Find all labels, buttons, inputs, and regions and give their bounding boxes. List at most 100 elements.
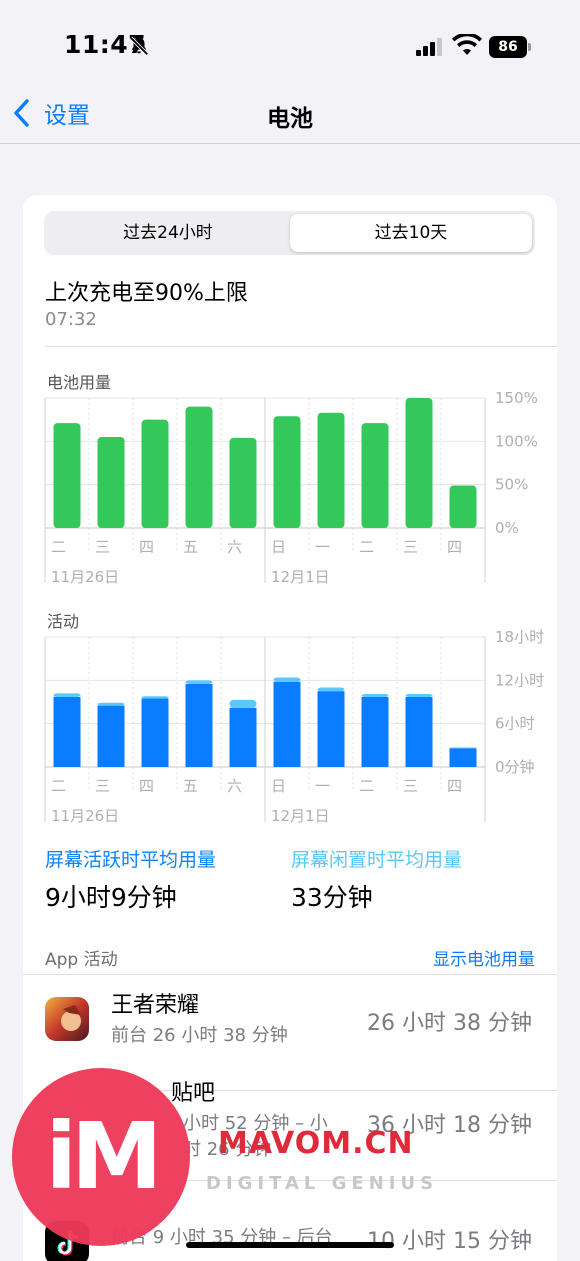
- screen-active-average: 屏幕活跃时平均用量 9小时9分钟: [45, 845, 216, 914]
- app-row[interactable]: 王者荣耀 前台 26 小时 38 分钟 26 小时 38 分钟: [23, 975, 557, 1091]
- x-tick-label: 二: [359, 538, 374, 556]
- x-tick-label: 四: [139, 538, 154, 556]
- bar[interactable]: [185, 683, 213, 767]
- bar[interactable]: [53, 423, 81, 528]
- navigation-bar: 设置 电池: [0, 86, 580, 144]
- app-activity-header: App 活动 显示电池用量: [45, 945, 535, 970]
- app-row[interactable]: 贴吧 小时 52 分钟 – 小时 26 分钟 36 小时 18 分钟: [23, 1063, 557, 1181]
- bar[interactable]: [449, 485, 477, 528]
- period-segmented-control: 过去24小时 过去10天: [44, 211, 535, 255]
- back-button[interactable]: 设置: [12, 96, 90, 130]
- segment-24h[interactable]: 过去24小时: [123, 223, 213, 243]
- bar[interactable]: [405, 694, 433, 697]
- status-bar: 11:47 86: [0, 0, 580, 90]
- bar[interactable]: [405, 398, 433, 528]
- date-label: 12月1日: [271, 568, 330, 586]
- honor-of-kings-app-icon: [45, 997, 89, 1041]
- battery-usage-chart[interactable]: 150% 100% 50% 0% 二 三 四 五 六 日 一 二 三 四 11月26日 12月1日: [23, 389, 557, 590]
- y-tick-label: 0%: [495, 519, 519, 537]
- cellular-signal-icon: [416, 38, 442, 56]
- bar[interactable]: [273, 677, 301, 682]
- y-tick-label: 12小时: [495, 671, 544, 689]
- bar[interactable]: [405, 696, 433, 767]
- bar[interactable]: [185, 406, 213, 528]
- bar[interactable]: [229, 437, 257, 528]
- x-tick-label: 四: [447, 538, 462, 556]
- chevron-left-icon: [14, 99, 29, 127]
- watermark-logo-text: iM: [45, 1103, 162, 1210]
- x-tick-label: 二: [51, 777, 66, 795]
- screen-idle-average: 屏幕闲置时平均用量 33分钟: [291, 845, 462, 914]
- home-indicator: [186, 1242, 394, 1248]
- bar[interactable]: [317, 687, 345, 692]
- bar[interactable]: [185, 680, 213, 684]
- x-tick-label: 一: [315, 777, 330, 795]
- x-tick-label: 二: [359, 777, 374, 795]
- watermark-site: MAVOM.CN: [218, 1126, 414, 1161]
- y-tick-label: 18小时: [495, 628, 544, 646]
- bar[interactable]: [317, 412, 345, 528]
- bar[interactable]: [97, 437, 125, 528]
- battery-chart-label: 电池用量: [47, 373, 112, 392]
- x-tick-label: 一: [315, 538, 330, 556]
- bar[interactable]: [361, 696, 389, 767]
- screen-active-label: 屏幕活跃时平均用量: [45, 849, 217, 871]
- battery-indicator: 86: [489, 36, 531, 58]
- show-battery-usage-button[interactable]: 显示电池用量: [433, 950, 535, 970]
- screen-idle-value: 33分钟: [291, 883, 373, 912]
- divider: [23, 974, 557, 975]
- x-tick-label: 六: [227, 538, 242, 556]
- divider: [111, 1090, 557, 1091]
- battery-level: 86: [489, 36, 527, 58]
- battery-cap: [528, 43, 531, 51]
- activity-chart-label: 活动: [47, 612, 80, 631]
- back-label: 设置: [44, 103, 90, 129]
- bar[interactable]: [229, 707, 257, 767]
- x-tick-label: 日: [271, 538, 286, 556]
- x-tick-label: 四: [447, 777, 462, 795]
- x-tick-label: 三: [403, 538, 418, 556]
- bar[interactable]: [273, 416, 301, 528]
- bar[interactable]: [449, 747, 477, 749]
- bar[interactable]: [361, 423, 389, 528]
- screen-idle-label: 屏幕闲置时平均用量: [291, 849, 463, 871]
- bar[interactable]: [53, 696, 81, 767]
- bar[interactable]: [317, 691, 345, 767]
- bar[interactable]: [97, 702, 125, 706]
- page-title: 电池: [267, 106, 313, 132]
- bar[interactable]: [273, 681, 301, 767]
- last-charge-time: 07:32: [45, 309, 97, 330]
- segment-10d[interactable]: 过去10天: [290, 214, 532, 252]
- bar[interactable]: [53, 693, 81, 697]
- x-tick-label: 五: [183, 538, 198, 556]
- x-tick-label: 三: [403, 777, 418, 795]
- app-name: 贴吧: [171, 1081, 216, 1106]
- bar[interactable]: [361, 694, 389, 697]
- app-activity-label: App 活动: [45, 950, 118, 970]
- x-tick-label: 二: [51, 538, 66, 556]
- x-tick-label: 六: [227, 777, 242, 795]
- y-tick-label: 150%: [495, 389, 538, 407]
- bar[interactable]: [449, 748, 477, 767]
- app-name: 王者荣耀: [111, 993, 200, 1018]
- bar[interactable]: [141, 696, 169, 699]
- divider: [111, 1180, 557, 1181]
- bar[interactable]: [229, 699, 257, 708]
- x-tick-label: 三: [95, 777, 110, 795]
- date-label: 11月26日: [51, 807, 119, 825]
- bar[interactable]: [97, 705, 125, 767]
- bar[interactable]: [141, 419, 169, 528]
- last-charge-title: 上次充电至90%上限: [45, 281, 248, 306]
- app-total: 26 小时 38 分钟: [367, 1011, 532, 1036]
- x-tick-label: 五: [183, 777, 198, 795]
- date-label: 12月1日: [271, 807, 330, 825]
- watermark-logo: iM: [12, 1068, 190, 1246]
- divider: [45, 346, 557, 347]
- y-tick-label: 100%: [495, 432, 538, 450]
- app-detail: 前台 26 小时 38 分钟: [111, 1025, 288, 1046]
- app-total: 10 小时 15 分钟: [367, 1229, 532, 1254]
- screen-active-value: 9小时9分钟: [45, 883, 177, 912]
- bar[interactable]: [141, 698, 169, 767]
- app-detail: 小时 52 分钟 – 小时 26 分钟: [183, 1113, 328, 1160]
